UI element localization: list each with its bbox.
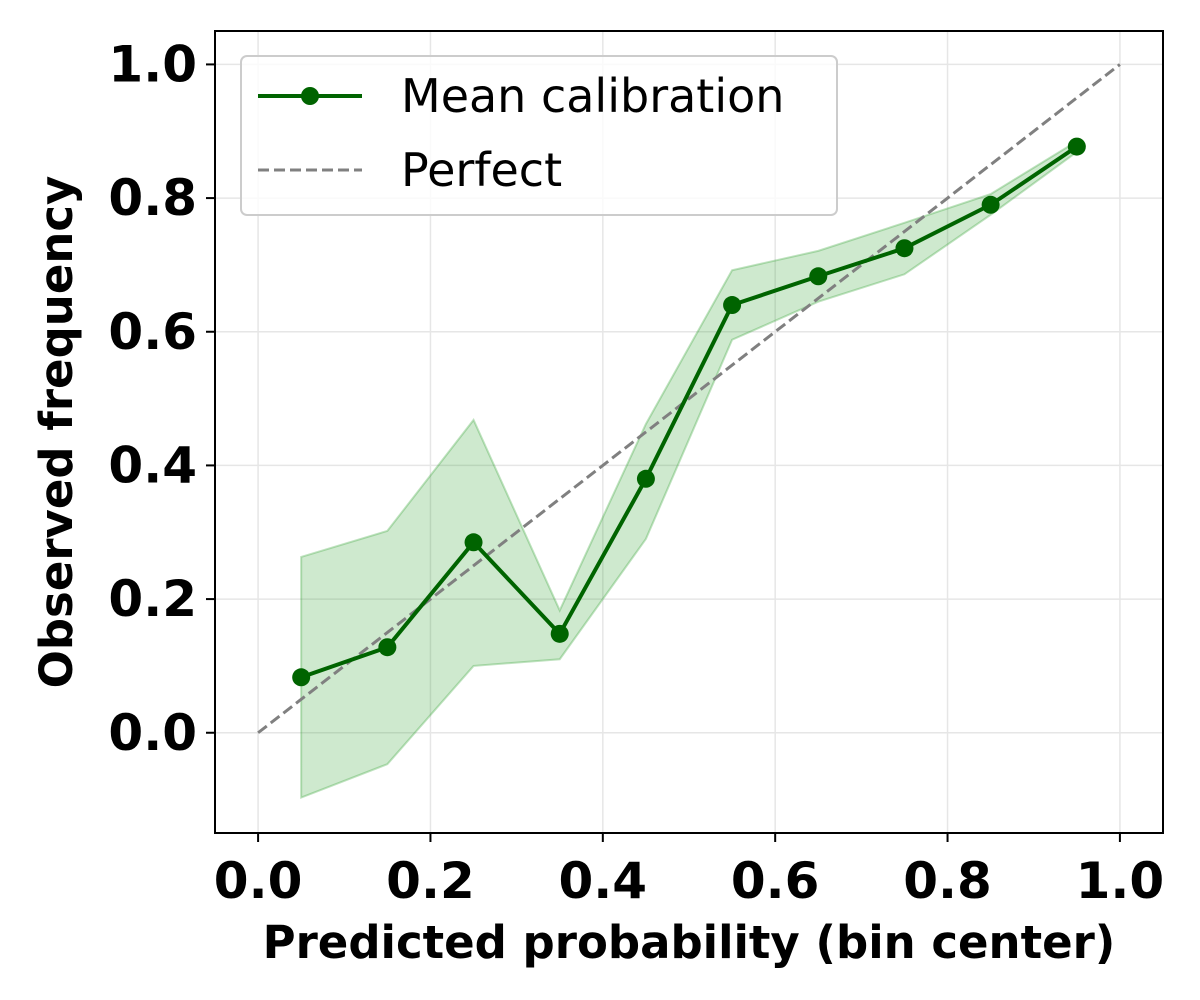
ticks: 0.0 0.2 0.4 0.6 0.8 1.0 0.0 0.2 0.4 0.6 0.8 1.0: [108, 35, 1164, 910]
x-tick-label: 0.2: [386, 852, 475, 910]
mean-calibration-point: [550, 624, 569, 643]
x-axis-title: Predicted probability (bin center): [263, 916, 1116, 969]
y-tick-label: 0.8: [108, 169, 197, 227]
legend-perfect-label: Perfect: [401, 143, 562, 197]
mean-calibration-point: [636, 469, 655, 488]
x-tick-label: 0.6: [731, 852, 820, 910]
y-tick-label: 0.2: [108, 570, 197, 628]
mean-calibration-line: [300, 144, 1078, 680]
legend-box: [240, 55, 838, 216]
x-tick-label: 0.4: [559, 852, 648, 910]
x-tick-label: 0.0: [214, 852, 303, 910]
x-tick-label: 0.8: [903, 852, 992, 910]
mean-calibration-point: [1067, 137, 1086, 156]
y-tick-label: 0.4: [108, 436, 197, 494]
legend: Mean calibration Perfect: [240, 55, 838, 216]
mean-calibration-point: [723, 296, 742, 315]
mean-calibration-layer: [292, 137, 1086, 687]
y-tick-label: 1.0: [108, 35, 197, 93]
perfect-line-layer: [257, 63, 1121, 734]
mean-calibration-point: [895, 239, 914, 258]
mean-calibration-point: [981, 195, 1000, 214]
y-tick-label: 0.0: [108, 704, 197, 762]
mean-calibration-point: [378, 638, 397, 657]
perfect-calibration-line: [257, 63, 1121, 734]
legend-mean-label: Mean calibration: [401, 69, 784, 123]
y-axis-title: Observed frequency: [30, 176, 83, 689]
mean-calibration-point: [464, 533, 483, 552]
plot-frame: [214, 30, 1164, 834]
y-tick-label: 0.6: [108, 303, 197, 361]
mean-calibration-point: [292, 668, 311, 687]
x-tick-label: 1.0: [1076, 852, 1165, 910]
mean-calibration-point: [809, 267, 828, 286]
legend-mean-marker: [301, 87, 319, 105]
